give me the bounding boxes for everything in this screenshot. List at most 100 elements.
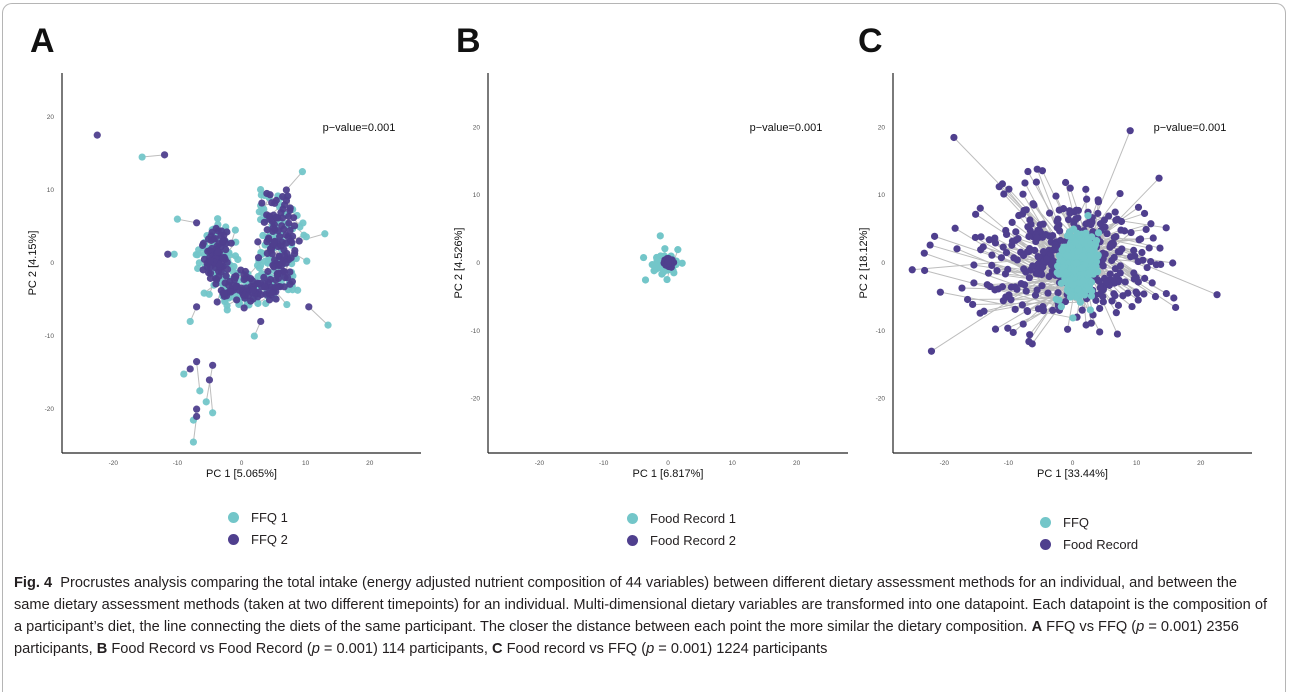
point-series-2 — [287, 254, 295, 262]
point-series-2 — [1082, 185, 1090, 193]
point-series-2 — [1007, 296, 1015, 304]
point-series-1 — [257, 191, 265, 199]
point-series-2 — [244, 291, 252, 300]
point-series-2 — [1019, 320, 1027, 328]
x-tick-label: 0 — [1071, 460, 1075, 467]
point-series-1 — [256, 185, 265, 194]
point-series-2 — [1036, 221, 1044, 229]
point-series-2 — [1096, 304, 1104, 313]
point-series-2 — [1162, 224, 1170, 232]
point-series-2 — [1042, 230, 1050, 239]
point-series-1 — [321, 230, 329, 238]
procrustes-connector — [285, 171, 303, 191]
point-series-1 — [1094, 229, 1103, 237]
point-series-2 — [248, 277, 256, 285]
caption-panel-a: A — [1031, 619, 1043, 635]
point-series-2 — [1172, 303, 1180, 312]
point-series-2 — [1025, 337, 1033, 346]
point-series-2 — [1116, 269, 1124, 277]
point-series-2 — [908, 266, 916, 274]
point-series-2 — [1132, 288, 1140, 296]
point-series-2 — [1045, 209, 1054, 217]
point-series-2 — [988, 251, 996, 259]
point-series-2 — [1140, 209, 1149, 218]
point-series-1 — [1078, 252, 1087, 260]
point-series-2 — [270, 238, 279, 246]
point-series-2 — [1027, 220, 1035, 228]
point-series-2 — [1156, 244, 1164, 252]
point-series-2 — [963, 295, 972, 304]
y-tick-label: 0 — [881, 260, 885, 267]
legend-a: FFQ 1 FFQ 2 — [228, 506, 288, 550]
point-series-2 — [1103, 230, 1111, 238]
legend-label: FFQ 1 — [251, 509, 288, 525]
point-series-2 — [1116, 248, 1124, 256]
point-series-1 — [324, 321, 332, 329]
point-series-2 — [1140, 290, 1148, 298]
point-series-1 — [180, 370, 188, 378]
point-series-2 — [1113, 330, 1122, 338]
point-series-2 — [1023, 307, 1032, 316]
point-series-2 — [286, 226, 294, 234]
point-series-2 — [193, 303, 201, 311]
y-tick-label: -10 — [471, 328, 481, 335]
x-tick-label: 20 — [793, 460, 801, 467]
legend-item: FFQ — [1040, 511, 1138, 533]
panel-letter-c: C — [858, 22, 883, 60]
point-series-2 — [1117, 217, 1126, 226]
point-series-1 — [1091, 241, 1100, 249]
point-series-2 — [1083, 195, 1091, 203]
caption-text: Procrustes analysis comparing the total … — [14, 575, 1268, 635]
point-series-2 — [1009, 328, 1017, 337]
point-series-1 — [641, 276, 650, 284]
y-axis-label: PC 2 [18.12%] — [858, 228, 870, 299]
point-series-2 — [1155, 174, 1163, 182]
point-series-2 — [1008, 218, 1016, 226]
point-series-2 — [926, 241, 934, 249]
point-series-2 — [1094, 198, 1103, 206]
point-series-2 — [1074, 206, 1082, 215]
y-tick-label: 20 — [47, 114, 55, 121]
point-series-2 — [1034, 305, 1043, 313]
point-series-2 — [969, 300, 977, 309]
x-axis-label: PC 1 [6.817%] — [633, 468, 704, 480]
caption-c-stat: = 0.001) 1224 participants — [654, 641, 828, 657]
point-series-2 — [286, 280, 294, 288]
point-series-2 — [1029, 200, 1037, 208]
point-series-2 — [1121, 278, 1129, 286]
point-series-2 — [1020, 281, 1029, 289]
point-series-1 — [192, 251, 200, 259]
point-series-2 — [227, 239, 235, 247]
point-series-1 — [205, 290, 213, 298]
point-series-2 — [282, 186, 290, 194]
y-tick-label: -20 — [471, 396, 481, 403]
caption-a-stat: = 0.001) 2356 participants, — [14, 619, 1239, 657]
point-series-2 — [1038, 167, 1047, 175]
point-series-2 — [1108, 297, 1116, 305]
point-series-2 — [208, 244, 216, 253]
point-series-2 — [290, 222, 299, 230]
point-series-2 — [263, 226, 271, 234]
point-series-2 — [282, 259, 290, 267]
point-series-2 — [1103, 278, 1111, 286]
point-series-1 — [1082, 229, 1090, 237]
point-series-2 — [257, 291, 265, 299]
point-series-2 — [272, 213, 280, 221]
point-series-2 — [1008, 237, 1017, 245]
point-series-2 — [295, 237, 303, 245]
point-series-2 — [930, 232, 939, 240]
caption-panel-c: C — [491, 641, 503, 657]
point-series-2 — [249, 286, 258, 294]
point-series-2 — [998, 283, 1007, 291]
point-series-2 — [1029, 262, 1037, 270]
point-series-2 — [220, 289, 228, 297]
legend-label: Food Record 1 — [650, 510, 736, 526]
point-series-2 — [1147, 257, 1155, 266]
point-series-2 — [260, 273, 268, 281]
point-series-2 — [980, 307, 988, 315]
point-series-2 — [1039, 263, 1047, 271]
point-series-2 — [1116, 189, 1124, 198]
x-tick-label: 20 — [1197, 460, 1205, 467]
x-tick-label: -20 — [940, 460, 950, 467]
point-series-1 — [1077, 290, 1085, 299]
